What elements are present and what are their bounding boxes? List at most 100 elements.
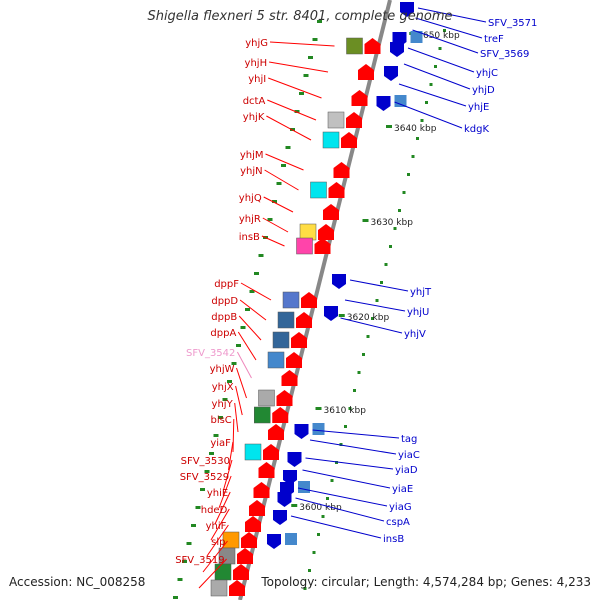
forward-gene-arrow (323, 204, 339, 220)
gene-labels: yhjG yhjH yhjI dctA yhjK yhjM yhjN yhjQ yhjR insB… (175, 7, 537, 589)
gene-label-yiad: yiaD (395, 465, 418, 476)
gene-leader-line (269, 61, 329, 73)
gene-leader-line (267, 99, 317, 121)
gene-box (312, 423, 325, 435)
gene-label-sfv-3519: SFV_3519 (175, 555, 224, 566)
track-tick (186, 542, 192, 545)
gene-label-dcta: dctA (243, 96, 266, 107)
track-tick (182, 560, 187, 563)
gene-label-yhju: yhjU (407, 307, 429, 318)
gene-leader-line (417, 7, 487, 23)
forward-gene-arrow (229, 580, 245, 596)
gene-box (210, 579, 228, 597)
track-tick (218, 416, 223, 419)
gene-leader-line (297, 487, 388, 507)
track-tick (393, 227, 397, 230)
gene-leader-line (239, 299, 267, 321)
track-tick (281, 164, 286, 167)
gene-label-tref: treF (484, 34, 504, 45)
gene-leader-line (403, 63, 471, 90)
gene-box (296, 237, 313, 255)
forward-gene-arrow (249, 500, 265, 516)
gene-leader-line (415, 17, 483, 39)
gene-leader-line (309, 439, 397, 455)
gene-leader-line (206, 524, 229, 557)
track-tick (231, 362, 237, 365)
gene-label-yiac: yiaC (398, 450, 420, 461)
forward-gene-arrow (253, 482, 270, 498)
gene-leader-line (214, 491, 231, 525)
gene-label-sfv-3529: SFV_3529 (180, 472, 229, 483)
gene-box (214, 563, 232, 581)
track-tick (416, 137, 419, 140)
track-tick (321, 515, 325, 518)
gene-leader-line (344, 299, 406, 312)
gene-label-slp: slp (211, 537, 225, 548)
gene-box (258, 389, 275, 407)
gene-leader-line (394, 101, 463, 129)
gene-box (394, 95, 407, 107)
reverse-gene-arrow (273, 510, 287, 525)
reverse-gene-arrow (376, 96, 391, 111)
track-tick (308, 56, 313, 59)
gene-label-cspa: cspA (386, 517, 410, 528)
track-tick (317, 20, 322, 23)
track-tick (173, 596, 178, 599)
gene-label-yhjd: yhjD (472, 85, 495, 96)
gene-leader-line (349, 279, 409, 292)
track-tick (177, 578, 183, 581)
gene-label-sfv-3569: SFV_3569 (480, 49, 529, 60)
gene-label-yiag: yiaG (389, 502, 412, 513)
track-tick (303, 74, 309, 77)
gene-label-insb: insB (383, 534, 404, 545)
gene-box (327, 111, 345, 129)
forward-gene-arrow (358, 64, 374, 80)
gene-leader-line (264, 169, 299, 191)
track-tick (200, 488, 205, 491)
track-tick (227, 380, 232, 383)
gene-box (277, 311, 295, 329)
gene-box (285, 533, 297, 545)
forward-gene-arrow (258, 462, 275, 478)
gene-label-yhjx: yhjX (212, 382, 234, 393)
gene-leader-line (269, 41, 335, 47)
gene-box (346, 37, 363, 55)
gene-leader-line (210, 508, 230, 541)
accession-label: Accession: NC_008258 (9, 575, 146, 589)
track-tick (398, 209, 401, 212)
track-tick (357, 371, 361, 374)
forward-gene-arrow (341, 132, 357, 148)
gene-label-yhjk: yhjK (243, 112, 265, 123)
gene-label-yhjh: yhjH (245, 58, 268, 69)
track-tick (335, 461, 338, 464)
track-tick (191, 524, 196, 527)
scale-tick (338, 314, 345, 317)
track-tick (258, 254, 264, 257)
gene-label-dppb: dppB (211, 312, 237, 323)
track-tick (411, 155, 415, 158)
gene-leader-line (412, 29, 479, 54)
track-tick (330, 479, 334, 482)
gene-box (267, 351, 285, 369)
gene-label-yhjv: yhjV (404, 329, 426, 340)
scale-label: 3640 kbp (394, 124, 437, 134)
gene-label-yhjw: yhjW (210, 364, 235, 375)
gene-leader-line (302, 469, 391, 489)
gene-box (310, 181, 327, 199)
gene-leader-line (235, 385, 243, 416)
track-tick (312, 38, 318, 41)
forward-gene-arrow (237, 548, 253, 564)
scale-label: 3650 kbp (417, 31, 460, 41)
gene-label-yhjy: yhjY (212, 399, 234, 410)
gene-label-yhjm: yhjM (240, 150, 264, 161)
track-tick (353, 389, 356, 392)
gene-leader-line (198, 558, 227, 589)
forward-gene-arrow (351, 90, 368, 106)
track-tick (344, 425, 347, 428)
track-tick (245, 308, 250, 311)
reverse-gene-arrow (283, 470, 297, 485)
gene-leader-line (261, 235, 285, 247)
forward-gene-arrow (296, 312, 312, 328)
track-tick (438, 47, 442, 50)
forward-gene-arrow (314, 238, 331, 254)
